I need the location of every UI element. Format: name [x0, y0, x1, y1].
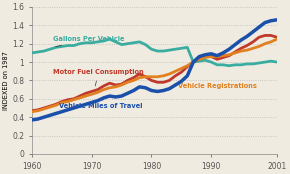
Y-axis label: INDEXED on 1987: INDEXED on 1987	[3, 51, 10, 110]
Text: Motor Fuel Consumption: Motor Fuel Consumption	[53, 69, 144, 86]
Text: Gallons Per Vehicle: Gallons Per Vehicle	[53, 36, 124, 47]
Text: Vehicle Registrations: Vehicle Registrations	[178, 83, 257, 89]
Text: Vehicle Miles of Travel: Vehicle Miles of Travel	[59, 98, 142, 109]
